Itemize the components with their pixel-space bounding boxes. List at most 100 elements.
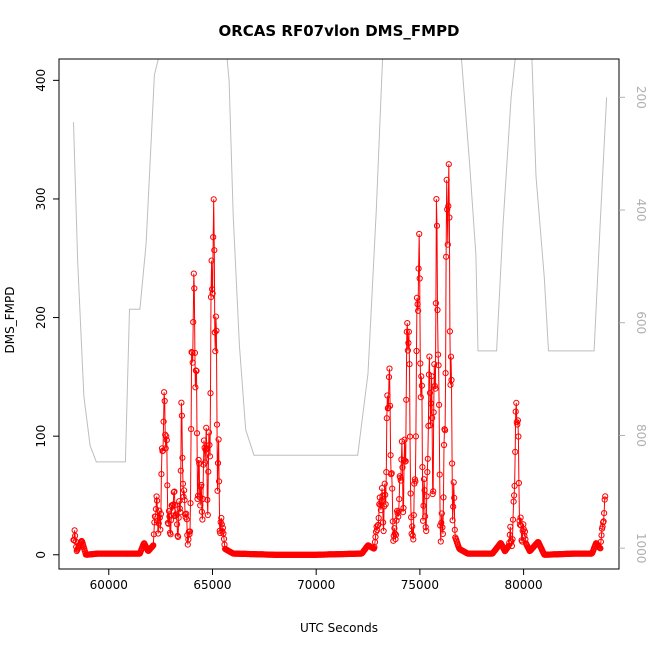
- data-point: [439, 530, 446, 538]
- data-point: [521, 532, 528, 540]
- data-point: [417, 394, 424, 401]
- y-tick-label: 300: [34, 188, 48, 211]
- data-point: [195, 456, 202, 464]
- data-point: [443, 176, 450, 183]
- y2-axis: 200 400 600 800 1000: [619, 86, 648, 563]
- data-point: [163, 437, 170, 444]
- data-point: [188, 426, 195, 433]
- data-point: [153, 493, 160, 500]
- data-point: [176, 505, 183, 512]
- data-point: [428, 373, 435, 380]
- data-point: [418, 373, 425, 380]
- data-point: [446, 328, 453, 335]
- y2-tick-label: 400: [634, 199, 648, 222]
- data-point: [410, 536, 417, 543]
- data-point: [192, 384, 199, 391]
- x-tick-label: 75000: [401, 578, 439, 592]
- data-point: [395, 508, 402, 515]
- data-point: [423, 527, 430, 535]
- data-point: [448, 376, 455, 384]
- data-point: [207, 390, 214, 397]
- data-point: [207, 294, 215, 301]
- data-point: [199, 495, 206, 503]
- data-point: [396, 496, 403, 503]
- data-point: [423, 493, 430, 500]
- data-point: [404, 347, 411, 354]
- data-point: [214, 487, 221, 494]
- data-point: [601, 509, 608, 517]
- data-point: [449, 460, 456, 467]
- data-point: [422, 513, 429, 520]
- data-point: [179, 480, 187, 487]
- data-point: [601, 496, 608, 503]
- data-point: [154, 497, 161, 504]
- data-point: [597, 538, 605, 545]
- data-point: [380, 527, 387, 535]
- data-point: [405, 328, 412, 335]
- data-point: [415, 307, 422, 314]
- data-point: [444, 241, 451, 248]
- data-point: [199, 516, 206, 523]
- data-point: [433, 196, 440, 203]
- data-point: [216, 478, 223, 485]
- data-point: [516, 521, 524, 528]
- data-point: [424, 455, 431, 462]
- y-tick-label: 200: [34, 306, 48, 329]
- data-point: [440, 441, 448, 449]
- data-point: [430, 409, 437, 416]
- data-point: [410, 512, 417, 519]
- data-point: [438, 510, 445, 517]
- data-point: [212, 348, 219, 355]
- data-point: [521, 528, 529, 535]
- data-point: [446, 214, 453, 221]
- plot-frame: [58, 58, 620, 570]
- data-point: [417, 360, 424, 367]
- data-point: [214, 460, 222, 467]
- data-point: [419, 464, 426, 471]
- data-point: [409, 532, 416, 539]
- altitude-line: [73, 59, 608, 463]
- data-point: [155, 520, 162, 527]
- data-point: [204, 496, 211, 503]
- data-point: [204, 511, 211, 519]
- data-point: [205, 468, 212, 475]
- data-point: [218, 514, 225, 522]
- data-point: [397, 474, 404, 481]
- data-point: [389, 485, 396, 492]
- data-point: [600, 518, 607, 525]
- data-point: [443, 253, 450, 260]
- data-point: [156, 507, 163, 514]
- altitude-series: [73, 59, 608, 463]
- data-point: [435, 362, 442, 369]
- data-point: [388, 470, 395, 477]
- data-point: [191, 285, 198, 292]
- data-point: [163, 433, 170, 440]
- data-point: [386, 365, 393, 372]
- data-point: [210, 196, 217, 203]
- data-point: [413, 347, 420, 355]
- data-point: [426, 389, 434, 396]
- data-point: [181, 497, 188, 504]
- data-point: [382, 491, 389, 498]
- data-point: [403, 396, 410, 403]
- data-point: [203, 424, 210, 431]
- data-point: [392, 531, 400, 538]
- data-point: [420, 476, 428, 483]
- data-point: [170, 489, 177, 496]
- data-point: [196, 460, 203, 467]
- data-point: [162, 431, 169, 438]
- data-point: [433, 222, 441, 229]
- y-axis: 0 100 200 300 400: [34, 69, 59, 559]
- data-point: [429, 490, 436, 498]
- data-point: [150, 542, 157, 549]
- data-point: [415, 265, 422, 272]
- data-point: [404, 320, 411, 327]
- data-point: [387, 452, 394, 459]
- data-point: [435, 351, 442, 358]
- data-point: [399, 464, 406, 471]
- data-point: [209, 286, 216, 293]
- data-point: [171, 488, 178, 495]
- data-point: [510, 492, 518, 499]
- data-point: [161, 389, 168, 396]
